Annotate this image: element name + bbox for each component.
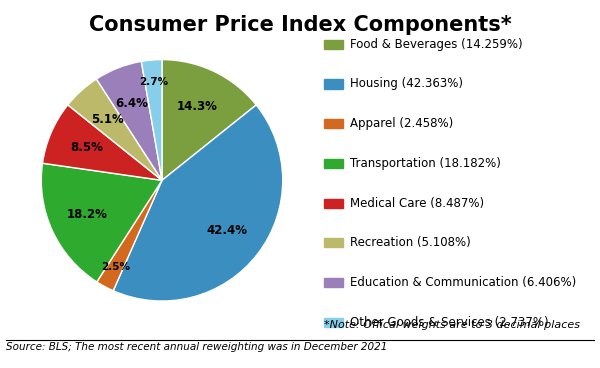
Text: Apparel (2.458%): Apparel (2.458%)	[350, 117, 454, 130]
Text: Medical Care (8.487%): Medical Care (8.487%)	[350, 197, 485, 210]
Text: *Note: Offical weights are to 3 decimal places: *Note: Offical weights are to 3 decimal …	[324, 320, 580, 330]
Text: 42.4%: 42.4%	[206, 224, 248, 237]
Wedge shape	[162, 60, 256, 180]
Wedge shape	[113, 105, 283, 301]
Wedge shape	[97, 61, 162, 180]
Text: Transportation (18.182%): Transportation (18.182%)	[350, 157, 501, 170]
Text: 8.5%: 8.5%	[70, 141, 103, 154]
Wedge shape	[41, 163, 162, 282]
Text: Consumer Price Index Components*: Consumer Price Index Components*	[89, 15, 511, 35]
Wedge shape	[142, 60, 162, 180]
Text: Food & Beverages (14.259%): Food & Beverages (14.259%)	[350, 38, 523, 51]
Text: Source: BLS; The most recent annual reweighting was in December 2021: Source: BLS; The most recent annual rewe…	[6, 342, 388, 352]
Text: 2.5%: 2.5%	[101, 262, 130, 272]
Text: 2.7%: 2.7%	[139, 77, 168, 87]
Text: Recreation (5.108%): Recreation (5.108%)	[350, 236, 471, 250]
Wedge shape	[68, 79, 162, 180]
Wedge shape	[43, 105, 162, 180]
Text: 5.1%: 5.1%	[91, 113, 124, 126]
Text: 14.3%: 14.3%	[177, 100, 218, 113]
Wedge shape	[97, 180, 162, 291]
Text: 18.2%: 18.2%	[67, 208, 108, 221]
Text: 6.4%: 6.4%	[116, 98, 149, 110]
Text: Housing (42.363%): Housing (42.363%)	[350, 77, 463, 91]
Text: Other Goods & Services (2.737%): Other Goods & Services (2.737%)	[350, 316, 549, 329]
Text: Education & Communication (6.406%): Education & Communication (6.406%)	[350, 276, 577, 289]
